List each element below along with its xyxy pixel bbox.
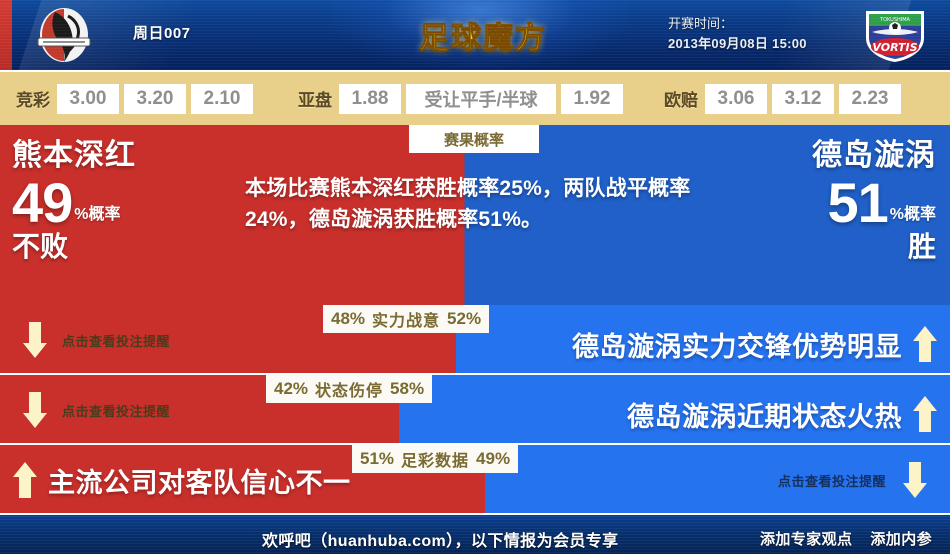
row-2-category: 状态伤停 bbox=[315, 383, 384, 400]
row-3-message-text: 主流公司对客队信心不一 bbox=[48, 467, 351, 498]
row-2-bet-tip-text[interactable]: 点击查看投注提醒 bbox=[62, 403, 171, 419]
odds-jingcai-away[interactable]: 2.10 bbox=[191, 83, 253, 114]
row-2-right-pct: 58% bbox=[390, 379, 425, 398]
home-probability-block: 熊本深红 49 %概率 不败 bbox=[12, 139, 242, 263]
row-2-left-pct: 42% bbox=[274, 379, 309, 398]
odds-yapan-handicap[interactable]: 受让平手/半球 bbox=[406, 83, 556, 114]
odds-jingcai-home[interactable]: 3.00 bbox=[57, 83, 119, 114]
home-probability-value: 49 bbox=[12, 171, 73, 234]
away-probability-suffix: %概率 bbox=[889, 206, 936, 223]
add-insider-info-link[interactable]: 添加内参 bbox=[870, 531, 932, 548]
header-center-glow bbox=[330, 0, 630, 70]
row-2-message-text: 德岛漩涡近期状态火热 bbox=[627, 401, 902, 432]
row-1-ratio-badge: 48% 实力战意 52% bbox=[323, 305, 490, 333]
row-2-right-bar bbox=[399, 375, 950, 443]
row-1-left-pct: 48% bbox=[331, 309, 366, 328]
odds-group-oupei: 欧赔 3.06 3.12 2.23 bbox=[664, 83, 906, 114]
row-3-bet-tip[interactable]: 点击查看投注提醒 bbox=[777, 445, 928, 513]
home-team-crest-icon bbox=[24, 6, 104, 64]
odds-bar: 竞彩 3.00 3.20 2.10 亚盘 1.88 受让平手/半球 1.92 欧… bbox=[0, 70, 950, 125]
row-3-ratio-badge: 51% 足彩数据 49% bbox=[352, 445, 519, 473]
arrow-up-icon bbox=[912, 394, 938, 434]
odds-group-jingcai: 竞彩 3.00 3.20 2.10 bbox=[16, 83, 258, 114]
kickoff-label: 开赛时间： bbox=[668, 16, 734, 31]
row-3-right-pct: 49% bbox=[476, 449, 511, 468]
page-footer: 欢呼吧（huanhuba.com），以下情报为会员专享 添加专家观点 添加内参 bbox=[0, 515, 950, 554]
row-1-message: 德岛漩涡实力交锋优势明显 bbox=[572, 313, 938, 373]
odds-label-jingcai: 竞彩 bbox=[16, 91, 50, 110]
table-row[interactable]: 48% 实力战意 52% 德岛漩涡实力交锋优势明显 点击查看投注 bbox=[0, 305, 950, 375]
page-header: 周日007 足球魔方 开赛时间： 2013年09月08日 15:00 VORTI… bbox=[0, 0, 950, 70]
away-probability-value: 51 bbox=[827, 171, 888, 234]
home-team-name: 熊本深红 bbox=[12, 139, 136, 172]
arrow-down-icon bbox=[22, 320, 48, 360]
arrow-up-icon bbox=[12, 460, 38, 500]
kickoff-block: 开赛时间： 2013年09月08日 15:00 bbox=[668, 14, 807, 54]
result-probability-hero: 赛果概率 熊本深红 49 %概率 不败 本场比赛熊本深红获胜概率25%，两队战平… bbox=[0, 125, 950, 305]
row-3-category: 足彩数据 bbox=[401, 453, 470, 470]
odds-oupei-draw[interactable]: 3.12 bbox=[772, 83, 834, 114]
comparison-rows: 48% 实力战意 52% 德岛漩涡实力交锋优势明显 点击查看投注 bbox=[0, 305, 950, 515]
table-row[interactable]: 42% 状态伤停 58% 德岛漩涡近期状态火热 点击查看投注提醒 bbox=[0, 375, 950, 445]
row-1-category: 实力战意 bbox=[372, 313, 441, 330]
svg-text:TOKUSHIMA: TOKUSHIMA bbox=[879, 17, 911, 23]
arrow-down-icon bbox=[902, 460, 928, 500]
footer-links: 添加专家观点 添加内参 bbox=[760, 528, 932, 549]
tab-result-probability[interactable]: 赛果概率 bbox=[409, 125, 539, 153]
odds-yapan-home[interactable]: 1.88 bbox=[339, 83, 401, 114]
row-1-right-pct: 52% bbox=[447, 309, 482, 328]
row-3-right-bar bbox=[485, 445, 950, 513]
away-verdict: 胜 bbox=[907, 231, 936, 262]
row-1-message-text: 德岛漩涡实力交锋优势明显 bbox=[572, 331, 902, 362]
row-2-bet-tip[interactable]: 点击查看投注提醒 bbox=[22, 375, 171, 443]
odds-group-yapan: 亚盘 1.88 受让平手/半球 1.92 bbox=[298, 83, 628, 114]
row-3-left-pct: 51% bbox=[360, 449, 395, 468]
odds-oupei-away[interactable]: 2.23 bbox=[839, 83, 901, 114]
row-2-message: 德岛漩涡近期状态火热 bbox=[627, 383, 938, 443]
row-1-bet-tip[interactable]: 点击查看投注提醒 bbox=[22, 305, 171, 373]
odds-jingcai-draw[interactable]: 3.20 bbox=[124, 83, 186, 114]
table-row[interactable]: 51% 足彩数据 49% 主流公司对客队信心不一 点击查看投注提醒 bbox=[0, 445, 950, 515]
odds-oupei-home[interactable]: 3.06 bbox=[705, 83, 767, 114]
arrow-down-icon bbox=[22, 390, 48, 430]
away-team-crest-icon: VORTIS TOKUSHIMA bbox=[856, 6, 934, 64]
row-2-ratio-badge: 42% 状态伤停 58% bbox=[266, 375, 433, 403]
odds-label-oupei: 欧赔 bbox=[664, 91, 698, 110]
row-1-bet-tip-text[interactable]: 点击查看投注提醒 bbox=[62, 333, 171, 349]
footer-note: 欢呼吧（huanhuba.com），以下情报为会员专享 bbox=[262, 533, 619, 550]
header-red-accent bbox=[0, 0, 12, 70]
svg-text:VORTIS: VORTIS bbox=[872, 41, 917, 54]
match-number: 周日007 bbox=[133, 25, 191, 42]
row-3-bet-tip-text[interactable]: 点击查看投注提醒 bbox=[777, 473, 886, 489]
site-brand-logo[interactable]: 足球魔方 bbox=[419, 21, 547, 57]
arrow-up-icon bbox=[912, 324, 938, 364]
probability-description: 本场比赛熊本深红获胜概率25%，两队战平概率24%，德岛漩涡获胜概率51%。 bbox=[245, 177, 691, 231]
row-3-message: 主流公司对客队信心不一 bbox=[12, 445, 351, 513]
home-verdict: 不败 bbox=[12, 231, 69, 262]
away-probability-block: 德岛漩涡 51 %概率 胜 bbox=[696, 139, 936, 263]
add-expert-opinion-link[interactable]: 添加专家观点 bbox=[759, 531, 853, 548]
odds-yapan-away[interactable]: 1.92 bbox=[561, 83, 623, 114]
kickoff-datetime: 2013年09月08日 15:00 bbox=[668, 36, 807, 51]
home-probability-suffix: %概率 bbox=[74, 206, 121, 223]
away-team-name: 德岛漩涡 bbox=[812, 139, 936, 172]
odds-label-yapan: 亚盘 bbox=[298, 91, 332, 110]
row-1-right-bar bbox=[456, 305, 950, 373]
